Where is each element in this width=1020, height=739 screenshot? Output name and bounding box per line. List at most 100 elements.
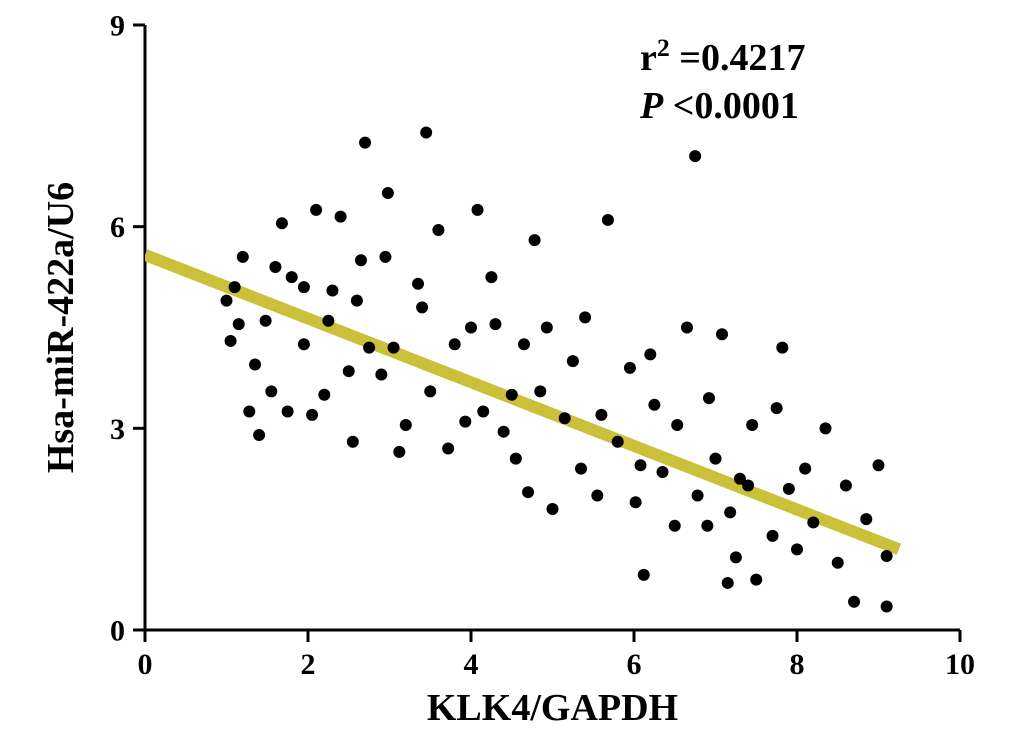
data-point	[689, 150, 701, 162]
data-point	[579, 311, 591, 323]
y-tick-label: 3	[110, 413, 125, 446]
data-point	[498, 426, 510, 438]
data-point	[359, 137, 371, 149]
data-point	[541, 322, 553, 334]
data-point	[648, 399, 660, 411]
x-tick-label: 2	[301, 648, 316, 681]
data-point	[807, 516, 819, 528]
regression-line	[145, 255, 899, 549]
data-point	[716, 328, 728, 340]
data-point	[298, 338, 310, 350]
data-point	[233, 318, 245, 330]
data-point	[742, 479, 754, 491]
data-point	[449, 338, 461, 350]
data-point	[221, 295, 233, 307]
x-axis-label: KLK4/GAPDH	[427, 687, 678, 729]
data-point	[832, 557, 844, 569]
data-point	[750, 574, 762, 586]
data-point	[506, 389, 518, 401]
data-point	[489, 318, 501, 330]
data-point	[671, 419, 683, 431]
data-point	[602, 214, 614, 226]
data-point	[644, 348, 656, 360]
data-point	[420, 127, 432, 139]
data-point	[265, 385, 277, 397]
data-point	[318, 389, 330, 401]
data-point	[269, 261, 281, 273]
data-point	[298, 281, 310, 293]
data-point	[730, 551, 742, 563]
data-point	[286, 271, 298, 283]
scatter-points	[221, 127, 893, 613]
data-point	[363, 342, 375, 354]
data-point	[442, 443, 454, 455]
data-point	[326, 285, 338, 297]
data-point	[412, 278, 424, 290]
data-point	[612, 436, 624, 448]
data-point	[237, 251, 249, 263]
data-point	[724, 506, 736, 518]
data-point	[630, 496, 642, 508]
data-point	[657, 466, 669, 478]
data-point	[547, 503, 559, 515]
data-point	[351, 295, 363, 307]
data-point	[335, 211, 347, 223]
r-squared-text: r2 =0.4217	[640, 33, 805, 80]
data-point	[776, 342, 788, 354]
data-point	[840, 479, 852, 491]
data-point	[393, 446, 405, 458]
data-point	[820, 422, 832, 434]
data-point	[595, 409, 607, 421]
data-point	[416, 301, 428, 313]
data-point	[791, 543, 803, 555]
data-point	[848, 596, 860, 608]
data-point	[692, 490, 704, 502]
data-point	[701, 520, 713, 532]
data-point	[881, 600, 893, 612]
data-point	[860, 513, 872, 525]
x-tick-label: 0	[138, 648, 153, 681]
data-point	[518, 338, 530, 350]
data-point	[310, 204, 322, 216]
x-tick-label: 10	[945, 648, 975, 681]
data-point	[400, 419, 412, 431]
data-point	[388, 342, 400, 354]
data-point	[260, 315, 272, 327]
data-point	[472, 204, 484, 216]
data-point	[881, 550, 893, 562]
y-tick-label: 6	[110, 211, 125, 244]
data-point	[432, 224, 444, 236]
data-point	[771, 402, 783, 414]
data-point	[567, 355, 579, 367]
data-point	[485, 271, 497, 283]
data-point	[559, 412, 571, 424]
x-tick-label: 4	[464, 648, 479, 681]
data-point	[635, 459, 647, 471]
x-tick-label: 6	[627, 648, 642, 681]
data-point	[424, 385, 436, 397]
data-point	[522, 486, 534, 498]
data-point	[382, 187, 394, 199]
data-point	[710, 453, 722, 465]
y-tick-label: 0	[110, 615, 125, 648]
data-point	[375, 369, 387, 381]
data-point	[343, 365, 355, 377]
data-point	[746, 419, 758, 431]
data-point	[243, 406, 255, 418]
data-point	[225, 335, 237, 347]
data-point	[591, 490, 603, 502]
y-tick-label: 9	[110, 10, 125, 43]
data-point	[510, 453, 522, 465]
data-point	[229, 281, 241, 293]
data-point	[465, 322, 477, 334]
data-point	[799, 463, 811, 475]
data-point	[529, 234, 541, 246]
data-point	[624, 362, 636, 374]
data-point	[253, 429, 265, 441]
data-point	[477, 406, 489, 418]
y-axis-label: Hsa-miR-422a/U6	[40, 182, 82, 473]
data-point	[703, 392, 715, 404]
x-tick-label: 8	[790, 648, 805, 681]
data-point	[276, 217, 288, 229]
data-point	[722, 577, 734, 589]
